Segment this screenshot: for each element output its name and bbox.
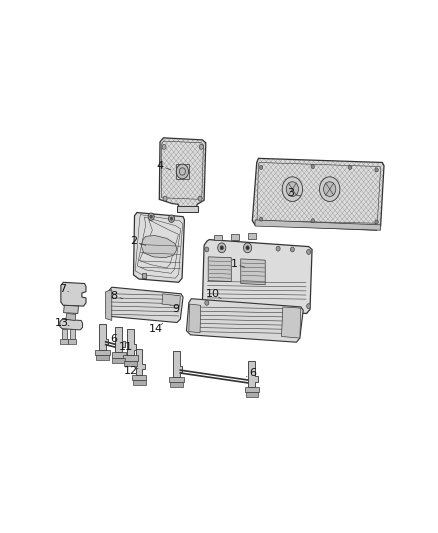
- Polygon shape: [124, 356, 138, 361]
- Circle shape: [199, 144, 203, 149]
- Polygon shape: [70, 329, 75, 339]
- Circle shape: [276, 246, 280, 251]
- Text: 9: 9: [172, 304, 179, 314]
- Circle shape: [259, 217, 263, 221]
- Polygon shape: [142, 273, 146, 278]
- Polygon shape: [202, 240, 312, 313]
- Text: 7: 7: [59, 284, 66, 294]
- Circle shape: [286, 182, 298, 197]
- Text: 1: 1: [230, 259, 237, 269]
- Circle shape: [324, 182, 336, 197]
- Polygon shape: [255, 220, 381, 230]
- Polygon shape: [66, 313, 76, 320]
- Circle shape: [311, 165, 314, 168]
- Text: 4: 4: [156, 161, 163, 171]
- Polygon shape: [208, 257, 231, 281]
- Circle shape: [169, 215, 175, 222]
- Polygon shape: [132, 375, 146, 380]
- Polygon shape: [61, 329, 67, 339]
- Polygon shape: [173, 351, 182, 377]
- Polygon shape: [133, 380, 146, 385]
- Circle shape: [220, 246, 223, 250]
- Polygon shape: [60, 319, 83, 330]
- Polygon shape: [127, 329, 136, 356]
- Polygon shape: [176, 164, 189, 179]
- Circle shape: [307, 304, 311, 309]
- Circle shape: [290, 247, 294, 252]
- Circle shape: [311, 219, 314, 223]
- Circle shape: [375, 220, 378, 224]
- Text: 3: 3: [287, 188, 294, 198]
- Circle shape: [205, 301, 209, 305]
- Text: 6: 6: [111, 334, 118, 344]
- Polygon shape: [96, 356, 109, 360]
- Text: 10: 10: [206, 289, 220, 299]
- Polygon shape: [241, 259, 265, 285]
- Circle shape: [307, 249, 311, 254]
- Circle shape: [163, 196, 167, 201]
- Polygon shape: [106, 287, 183, 322]
- Circle shape: [150, 215, 152, 219]
- Polygon shape: [115, 327, 125, 352]
- Circle shape: [282, 177, 303, 201]
- Polygon shape: [159, 138, 206, 208]
- Polygon shape: [247, 233, 256, 239]
- Text: 6: 6: [249, 368, 256, 377]
- Text: 14: 14: [149, 324, 163, 334]
- Circle shape: [319, 177, 340, 201]
- Circle shape: [176, 164, 188, 179]
- Circle shape: [375, 168, 378, 172]
- Polygon shape: [162, 294, 180, 306]
- Polygon shape: [189, 304, 201, 333]
- Text: 11: 11: [118, 342, 132, 352]
- Circle shape: [246, 246, 249, 250]
- Circle shape: [148, 213, 154, 220]
- Polygon shape: [246, 392, 258, 397]
- Polygon shape: [252, 158, 384, 230]
- Polygon shape: [187, 298, 303, 342]
- Text: 12: 12: [124, 366, 138, 376]
- Polygon shape: [95, 350, 110, 356]
- Polygon shape: [170, 383, 183, 387]
- Polygon shape: [112, 352, 126, 358]
- Circle shape: [162, 144, 166, 149]
- Circle shape: [205, 247, 209, 252]
- Circle shape: [218, 243, 226, 253]
- Polygon shape: [64, 305, 78, 313]
- Polygon shape: [245, 387, 259, 392]
- Polygon shape: [248, 361, 258, 387]
- Polygon shape: [61, 282, 86, 306]
- Circle shape: [170, 217, 173, 220]
- Polygon shape: [60, 339, 68, 344]
- Polygon shape: [99, 324, 108, 350]
- Polygon shape: [141, 236, 177, 257]
- Text: 13: 13: [55, 318, 69, 328]
- Circle shape: [244, 243, 251, 253]
- Polygon shape: [134, 213, 184, 282]
- Polygon shape: [170, 377, 184, 383]
- Polygon shape: [68, 339, 77, 344]
- Polygon shape: [113, 358, 125, 363]
- Text: 2: 2: [130, 236, 137, 246]
- Circle shape: [348, 165, 352, 169]
- Polygon shape: [177, 206, 198, 212]
- Text: 8: 8: [110, 291, 118, 301]
- Polygon shape: [135, 349, 145, 375]
- Polygon shape: [124, 361, 137, 366]
- Polygon shape: [230, 234, 239, 240]
- Circle shape: [259, 165, 263, 169]
- Circle shape: [198, 196, 202, 201]
- Polygon shape: [282, 307, 301, 338]
- Polygon shape: [106, 290, 112, 320]
- Polygon shape: [214, 235, 223, 240]
